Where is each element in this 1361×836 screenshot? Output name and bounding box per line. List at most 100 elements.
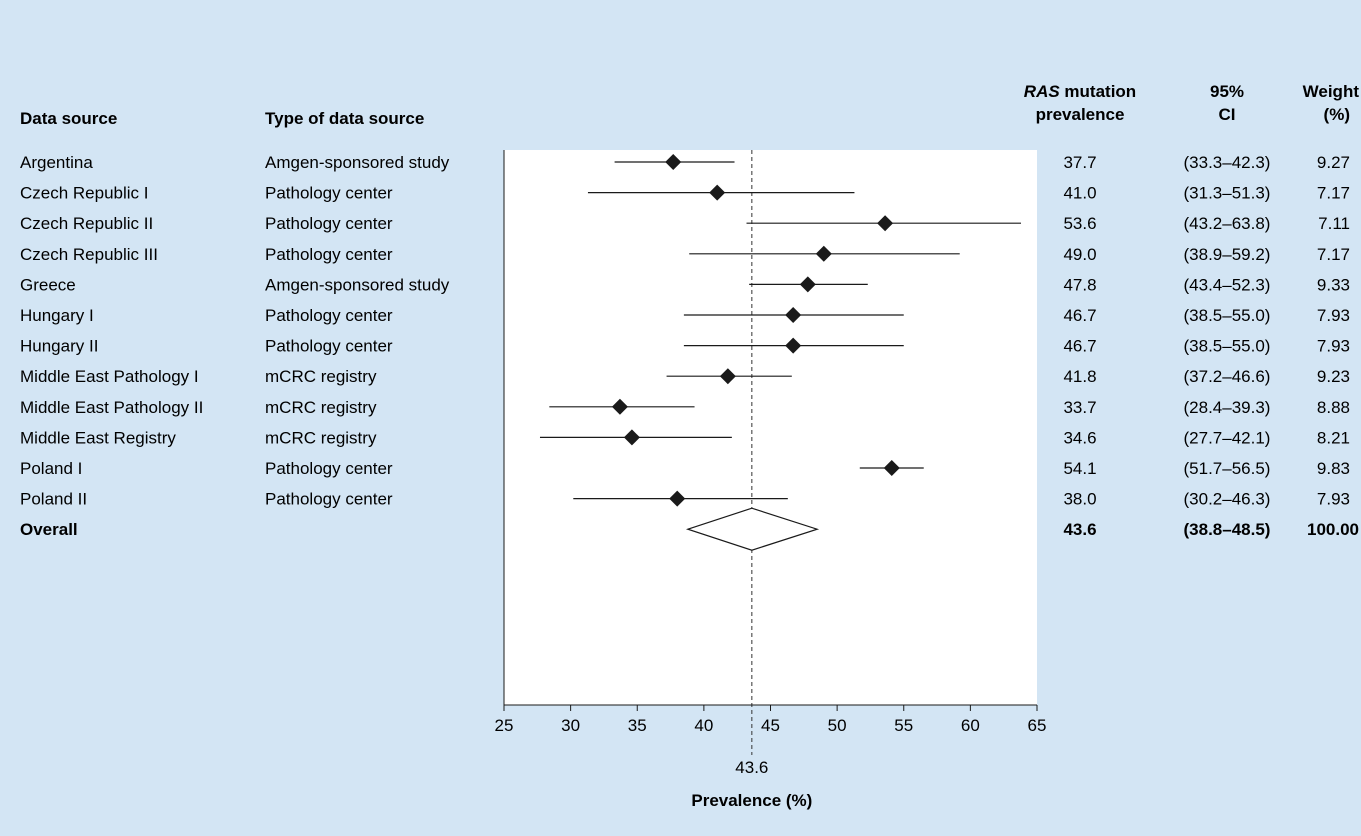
row-estimate: 53.6 [1063, 214, 1096, 233]
header-type: Type of data source [265, 109, 424, 128]
x-tick-label: 25 [495, 716, 514, 735]
row-estimate: 54.1 [1063, 459, 1096, 478]
estimate-marker [719, 368, 736, 385]
row-source: Czech Republic II [20, 214, 153, 233]
row-source: Greece [20, 275, 76, 294]
row-ci: (31.3–51.3) [1184, 184, 1271, 203]
row-type: mCRC registry [265, 428, 377, 447]
row-weight: 7.17 [1317, 245, 1350, 264]
row-estimate: 41.0 [1063, 184, 1096, 203]
row-estimate: 47.8 [1063, 275, 1096, 294]
row-estimate: 34.6 [1063, 428, 1096, 447]
row-estimate: 46.7 [1063, 337, 1096, 356]
x-tick-label: 35 [628, 716, 647, 735]
reference-line-label: 43.6 [735, 758, 768, 777]
row-ci: (43.4–52.3) [1184, 275, 1271, 294]
x-tick-label: 40 [694, 716, 713, 735]
row-ci: (43.2–63.8) [1184, 214, 1271, 233]
row-source: Middle East Registry [20, 428, 176, 447]
row-source: Hungary II [20, 337, 98, 356]
x-tick-label: 60 [961, 716, 980, 735]
estimate-marker [799, 276, 816, 293]
estimate-marker [665, 154, 682, 170]
row-source: Hungary I [20, 306, 94, 325]
row-weight: 7.93 [1317, 337, 1350, 356]
row-type: mCRC registry [265, 398, 377, 417]
row-source: Argentina [20, 153, 93, 172]
estimate-marker [877, 215, 894, 232]
row-source: Poland I [20, 459, 82, 478]
header-ci-line2: CI [1219, 105, 1236, 124]
header-weight-line1: Weight [1303, 82, 1360, 101]
x-tick-label: 55 [894, 716, 913, 735]
row-estimate: 41.8 [1063, 367, 1096, 386]
x-tick-label: 50 [828, 716, 847, 735]
estimate-marker [611, 398, 628, 415]
overall-ci: (38.8–48.5) [1184, 520, 1271, 539]
header-prevalence: RAS mutation [1024, 82, 1136, 101]
estimate-marker [883, 460, 900, 476]
overall-weight: 100.00 [1307, 520, 1359, 539]
row-source: Czech Republic III [20, 245, 158, 264]
row-type: mCRC registry [265, 367, 377, 386]
header-weight-line2: (%) [1324, 105, 1350, 124]
study-rows: Argentina Amgen-sponsored study 37.7 (33.3–… [20, 150, 1359, 755]
row-type: Pathology center [265, 245, 393, 264]
row-weight: 8.88 [1317, 398, 1350, 417]
x-tick-label: 30 [561, 716, 580, 735]
row-estimate: 49.0 [1063, 245, 1096, 264]
estimate-marker [815, 245, 832, 262]
row-type: Pathology center [265, 214, 393, 233]
header-prevalence-rest: mutation [1060, 82, 1137, 101]
row-weight: 9.23 [1317, 367, 1350, 386]
row-weight: 9.83 [1317, 459, 1350, 478]
overall-diamond [685, 507, 820, 551]
row-ci: (33.3–42.3) [1184, 153, 1271, 172]
row-weight: 9.27 [1317, 153, 1350, 172]
row-estimate: 33.7 [1063, 398, 1096, 417]
x-axis-label: Prevalence (%) [691, 791, 812, 810]
header-ci-line1: 95% [1210, 82, 1244, 101]
x-axis: 25 30 35 40 45 50 55 60 65 [495, 150, 1047, 735]
row-weight: 7.93 [1317, 490, 1350, 509]
estimate-marker [785, 337, 802, 354]
overall-source: Overall [20, 520, 78, 539]
row-type: Amgen-sponsored study [265, 275, 450, 294]
row-estimate: 38.0 [1063, 490, 1096, 509]
x-tick-label: 65 [1028, 716, 1047, 735]
row-weight: 9.33 [1317, 275, 1350, 294]
estimate-marker [709, 184, 726, 201]
header-data-source: Data source [20, 109, 117, 128]
row-type: Pathology center [265, 459, 393, 478]
x-tick-label: 45 [761, 716, 780, 735]
row-ci: (38.9–59.2) [1184, 245, 1271, 264]
row-weight: 7.11 [1318, 214, 1350, 233]
row-weight: 8.21 [1317, 428, 1350, 447]
estimate-marker [785, 307, 802, 323]
header-prevalence-line2: prevalence [1036, 105, 1125, 124]
row-source: Middle East Pathology I [20, 367, 199, 386]
row-ci: (38.5–55.0) [1184, 306, 1271, 325]
row-weight: 7.93 [1317, 306, 1350, 325]
plot-area [504, 150, 1037, 705]
row-source: Middle East Pathology II [20, 398, 203, 417]
row-type: Pathology center [265, 337, 393, 356]
row-ci: (38.5–55.0) [1184, 337, 1271, 356]
row-ci: (30.2–46.3) [1184, 490, 1271, 509]
row-ci: (28.4–39.3) [1184, 398, 1271, 417]
estimate-marker [669, 490, 686, 507]
row-ci: (27.7–42.1) [1184, 428, 1271, 447]
row-type: Pathology center [265, 184, 393, 203]
row-estimate: 37.7 [1063, 153, 1096, 172]
row-ci: (37.2–46.6) [1184, 367, 1271, 386]
row-ci: (51.7–56.5) [1184, 459, 1271, 478]
row-type: Amgen-sponsored study [265, 153, 450, 172]
row-type: Pathology center [265, 490, 393, 509]
row-estimate: 46.7 [1063, 306, 1096, 325]
row-source: Czech Republic I [20, 184, 149, 203]
header-prevalence-italic: RAS [1024, 82, 1061, 101]
row-source: Poland II [20, 490, 87, 509]
row-type: Pathology center [265, 306, 393, 325]
overall-estimate: 43.6 [1063, 520, 1096, 539]
